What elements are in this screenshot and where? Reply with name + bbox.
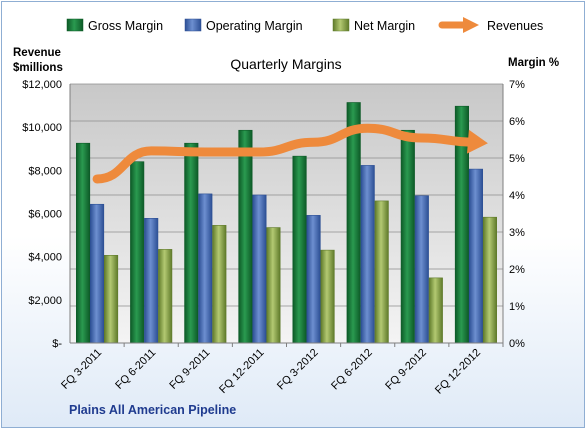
gross-margin-bar xyxy=(400,129,415,344)
revenues-line-path xyxy=(92,123,479,184)
legend-label-net-margin: Net Margin xyxy=(354,19,415,33)
x-tick-label: FQ 9-2012 xyxy=(383,347,429,393)
x-tick-label: FQ 3-2011 xyxy=(59,347,104,392)
operating-margin-bar xyxy=(198,193,213,344)
x-tick-label: FQ 6-2012 xyxy=(329,347,375,393)
net-margin-bar xyxy=(212,225,227,344)
left-tick-label: $10,000 xyxy=(22,122,62,134)
gross-margin-bar xyxy=(346,102,361,344)
left-tick-label: $2,000 xyxy=(28,295,62,307)
legend-swatch-revenues xyxy=(438,17,479,33)
gross-margin-bar xyxy=(184,142,199,344)
revenues-arrowhead xyxy=(467,129,488,154)
legend-label-operating-margin: Operating Margin xyxy=(206,19,303,33)
left-tick-label: $8,000 xyxy=(28,165,62,177)
revenues-line xyxy=(92,123,488,184)
operating-margin-bar xyxy=(468,168,483,344)
net-margin-bar xyxy=(482,216,497,344)
left-axis-label-line2: $millions xyxy=(13,62,63,74)
operating-margin-bar xyxy=(306,215,321,344)
operating-margin-bar xyxy=(252,194,267,344)
chart-title: Quarterly Margins xyxy=(230,56,341,72)
legend-swatch-net-margin xyxy=(332,18,350,32)
right-axis-label: Margin % xyxy=(508,57,559,69)
legend-label-revenues: Revenues xyxy=(487,19,543,33)
legend-label-gross-margin: Gross Margin xyxy=(88,19,163,33)
x-tick-label: FQ 12-2012 xyxy=(433,347,483,397)
right-tick-label: 6% xyxy=(509,116,525,128)
net-margin-bar xyxy=(266,227,281,344)
gross-margin-bar xyxy=(76,142,91,344)
operating-margin-bar xyxy=(90,203,105,344)
left-tick-label: $12,000 xyxy=(22,79,62,91)
net-margin-bar xyxy=(320,249,335,344)
operating-margin-bar xyxy=(360,165,375,344)
legend-swatch-gross-margin xyxy=(66,18,84,32)
right-tick-label: 5% xyxy=(509,153,525,165)
operating-margin-bar xyxy=(144,218,159,344)
x-tick-label: FQ 3-2012 xyxy=(275,347,321,393)
left-axis-ticks: $- $2,000 $4,000 $6,000 $8,000 $10,000 $12,000 xyxy=(22,79,62,350)
left-axis-label-line1: Revenue xyxy=(13,47,61,59)
right-tick-label: 4% xyxy=(509,190,525,202)
bars xyxy=(76,102,497,344)
gross-margin-bar xyxy=(292,155,307,344)
chart-footer: Plains All American Pipeline xyxy=(69,403,236,417)
gross-margin-bar xyxy=(238,129,253,344)
gross-margin-bar xyxy=(130,161,145,344)
net-margin-bar xyxy=(158,249,173,344)
right-axis-ticks: 0% 1% 2% 3% 4% 5% 6% 7% xyxy=(509,79,525,350)
right-tick-label: 1% xyxy=(509,301,525,313)
net-margin-bar xyxy=(428,277,443,344)
legend-swatch-operating-margin xyxy=(184,18,202,32)
x-axis-ticks: FQ 3-2011 FQ 6-2011 FQ 9-2011 FQ 12-2011 FQ … xyxy=(59,343,504,397)
left-tick-label: $- xyxy=(52,338,62,350)
right-tick-label: 0% xyxy=(509,338,525,350)
x-tick-label: FQ 9-2011 xyxy=(167,347,212,392)
x-tick-label: FQ 12-2011 xyxy=(217,347,266,396)
operating-margin-bar xyxy=(414,195,429,344)
net-margin-bar xyxy=(374,200,389,344)
left-tick-label: $4,000 xyxy=(28,252,62,264)
right-tick-label: 3% xyxy=(509,227,525,239)
right-tick-label: 7% xyxy=(509,79,525,91)
right-tick-label: 2% xyxy=(509,264,525,276)
net-margin-bar xyxy=(104,255,119,344)
left-tick-label: $6,000 xyxy=(28,209,62,221)
legend: Gross Margin Operating Margin Net Margin… xyxy=(66,17,543,33)
x-tick-label: FQ 6-2011 xyxy=(113,347,158,392)
